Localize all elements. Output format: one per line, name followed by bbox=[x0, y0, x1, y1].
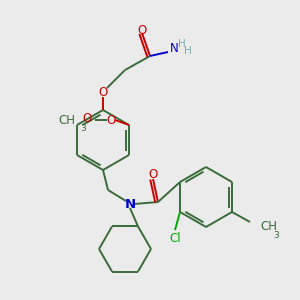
Text: N: N bbox=[124, 197, 136, 211]
Text: O: O bbox=[106, 113, 116, 127]
Text: O: O bbox=[98, 85, 108, 98]
Text: O: O bbox=[148, 167, 158, 181]
Text: 3: 3 bbox=[80, 124, 86, 133]
Text: O: O bbox=[82, 112, 91, 124]
Text: H: H bbox=[184, 46, 192, 56]
Text: CH: CH bbox=[260, 220, 277, 232]
Text: Cl: Cl bbox=[169, 232, 181, 245]
Text: CH: CH bbox=[58, 113, 75, 127]
Text: N: N bbox=[169, 43, 178, 56]
Text: H: H bbox=[178, 39, 186, 49]
Text: 3: 3 bbox=[273, 231, 279, 240]
Text: O: O bbox=[137, 23, 147, 37]
